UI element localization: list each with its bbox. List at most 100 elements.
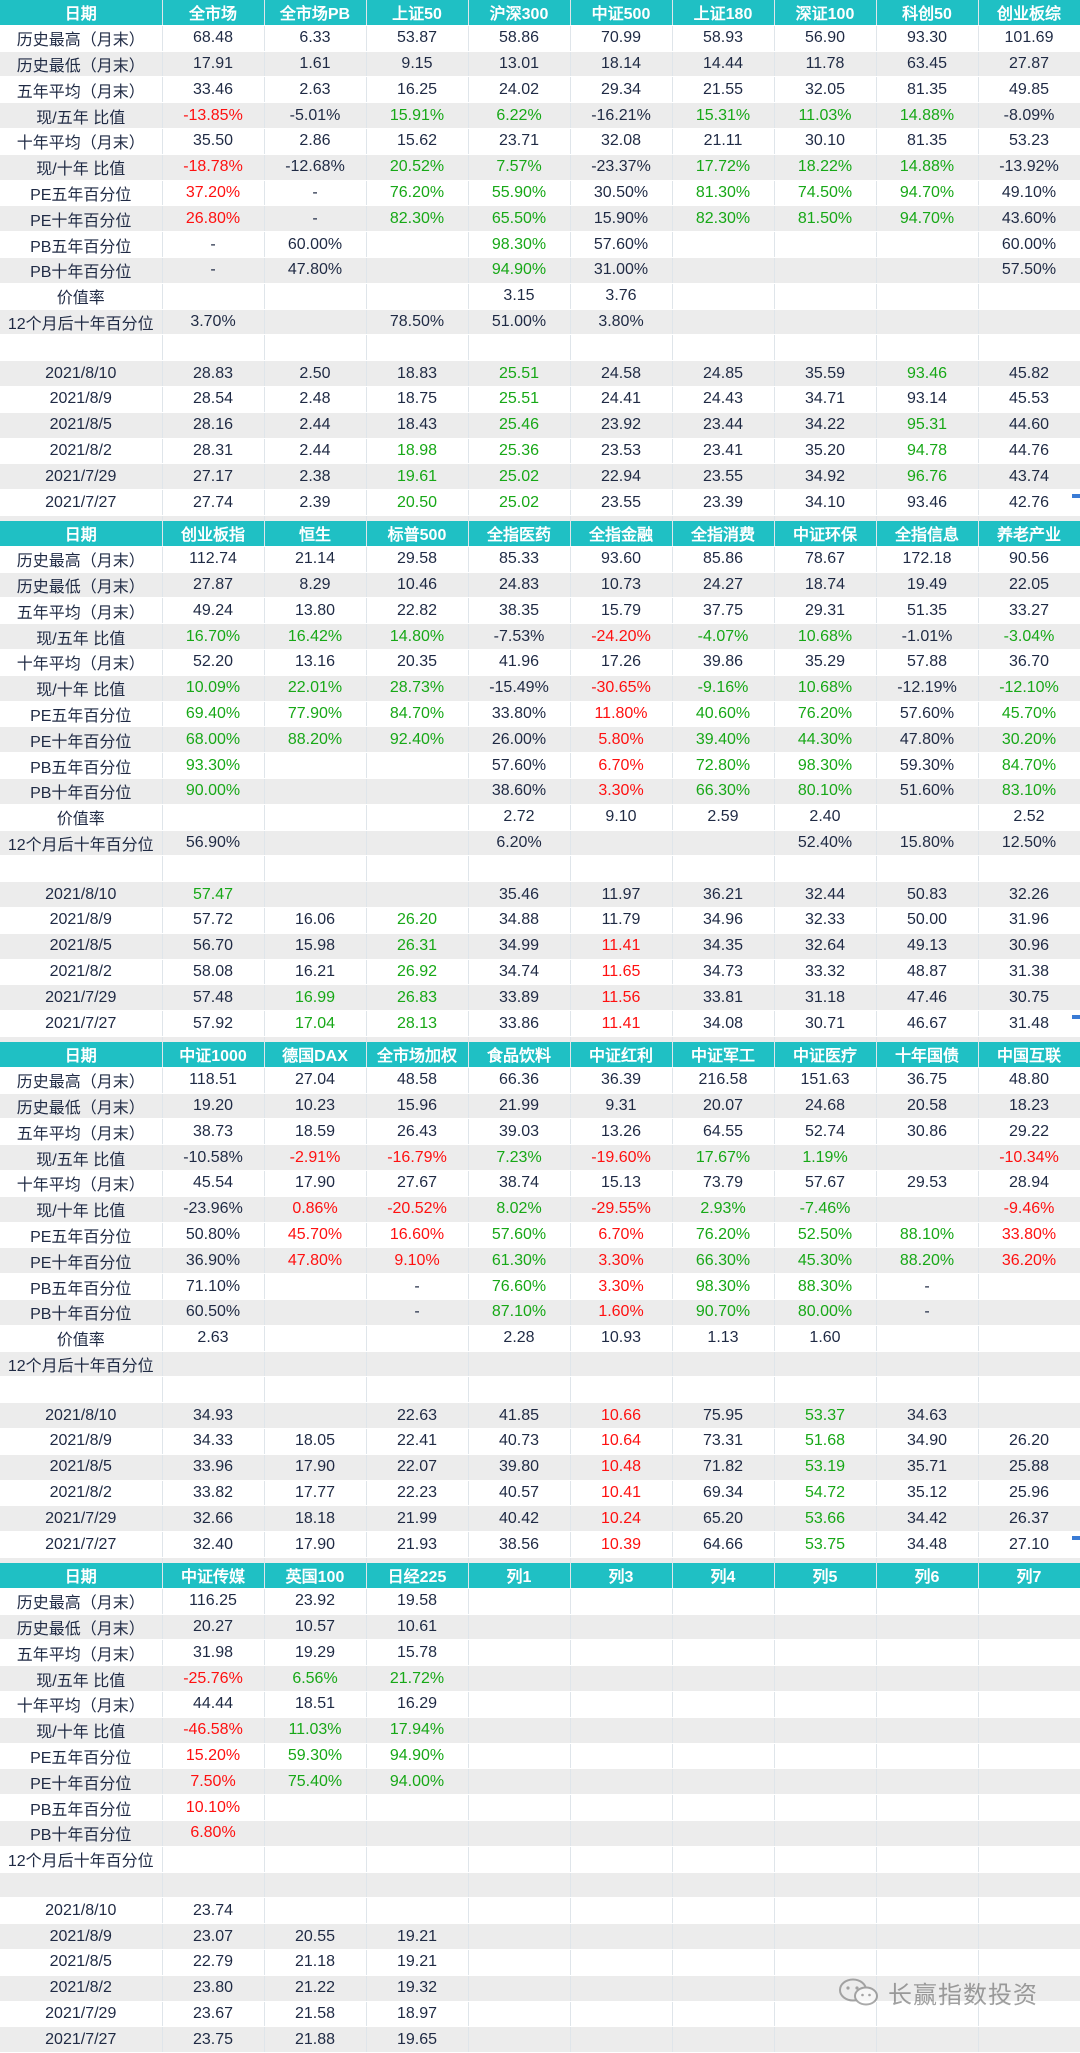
value-cell: 24.43 [672,386,775,413]
row-label-cell: PB十年百分位 [0,1820,163,1847]
value-cell: -20.52% [366,1196,469,1223]
value-cell: 81.35 [876,128,979,155]
value-cell [468,1768,571,1796]
value-cell [876,2001,979,2028]
value-cell [468,1639,571,1667]
value-cell: 75.40% [264,1768,367,1796]
value-cell: 34.63 [876,1402,979,1429]
value-cell: 21.99 [468,1093,571,1120]
value-cell [978,283,1080,310]
value-cell: 53.19 [774,1454,877,1481]
value-cell: 72.80% [672,752,775,779]
row-label-cell: PB五年百分位 [0,231,163,258]
value-cell: 44.76 [978,438,1080,465]
value-cell: 39.03 [468,1118,571,1146]
value-cell: 32.26 [978,881,1080,908]
value-cell: - [162,257,265,284]
value-cell: 9.10 [570,804,673,831]
value-cell [774,1743,877,1770]
value-cell: 10.64 [570,1428,673,1455]
value-cell [162,1872,265,1899]
value-cell: 85.86 [672,546,775,573]
value-cell: 23.44 [672,412,775,439]
value-cell: 27.74 [162,489,265,516]
value-cell: 38.35 [468,597,571,625]
value-cell: 82.30% [672,205,775,233]
value-cell [672,2026,775,2053]
value-cell: 64.66 [672,1531,775,1558]
table-row: 价值率 2.63 2.28 10.93 1.13 1.60 [0,1325,1080,1352]
value-cell [468,855,571,883]
value-cell: 32.44 [774,881,877,908]
value-cell [876,334,979,362]
header-cell: 创业板指 [162,521,265,547]
value-cell [774,231,877,258]
value-cell [876,1820,979,1847]
value-cell: 15.91% [366,102,469,129]
value-cell: 31.98 [162,1639,265,1667]
value-cell [876,1665,979,1692]
value-cell: 24.27 [672,572,775,599]
value-cell: 25.02 [468,463,571,491]
value-cell: 14.80% [366,623,469,650]
value-cell: 49.10% [978,180,1080,207]
table-block-3: 日期 中证1000 德国DAX 全市场加权 食品饮料 中证红利 中证军工 中证医疗 十年国债 中国… [0,1042,1080,1584]
row-label-cell: 2021/8/5 [0,1454,163,1481]
value-cell: 96.76 [876,463,979,491]
row-label-cell: 2021/8/9 [0,907,163,934]
value-cell [264,334,367,362]
value-cell: 49.24 [162,597,265,625]
value-cell: 22.01% [264,675,367,702]
value-cell [570,1717,673,1744]
table-row: PB十年百分位 60.50% -87.10% 1.60% 90.70% 80.00% - [0,1299,1080,1326]
value-cell [366,334,469,362]
value-cell: 18.43 [366,412,469,439]
value-cell: 57.50% [978,257,1080,284]
value-cell: 10.66 [570,1402,673,1429]
value-cell: 19.61 [366,463,469,491]
value-cell: 6.20% [468,830,571,857]
value-cell: 90.00% [162,778,265,805]
value-cell [570,1351,673,1378]
value-cell: 57.60% [468,1222,571,1249]
row-label-cell: 2021/8/10 [0,881,163,908]
value-cell: 15.96 [366,1093,469,1120]
value-cell: 34.10 [774,489,877,516]
value-cell [672,1949,775,1976]
value-cell: 15.20% [162,1743,265,1770]
row-label-cell: PE五年百分位 [0,180,163,207]
value-cell: 21.72% [366,1665,469,1692]
table-row: 现/十年 比值 -18.78% -12.68% 20.52% 7.57% -23.37% 1… [0,154,1080,181]
value-cell: 11.41 [570,1010,673,1037]
value-cell: 48.58 [366,1067,469,1094]
value-cell: 34.93 [162,1402,265,1429]
value-cell: 42.76 [978,489,1080,516]
value-cell: 18.83 [366,360,469,387]
value-cell: 18.14 [570,51,673,78]
value-cell: 29.22 [978,1118,1080,1146]
value-cell [876,1144,979,1171]
value-cell: 20.27 [162,1614,265,1641]
value-cell [672,1351,775,1378]
value-cell: -15.49% [468,675,571,702]
row-label-cell [0,334,163,362]
value-cell [468,1665,571,1692]
value-cell: 33.82 [162,1480,265,1507]
row-label-cell: 历史最高（月末） [0,1588,163,1615]
value-cell [264,830,367,857]
value-cell [876,231,979,258]
value-cell: 33.89 [468,984,571,1012]
value-cell: 18.51 [264,1691,367,1718]
value-cell: 52.74 [774,1118,877,1146]
header-cell: 创业板综 [978,0,1080,26]
value-cell: 28.13 [366,1010,469,1037]
value-cell: 11.41 [570,933,673,960]
table-row: 2021/8/5 33.96 17.90 22.07 39.80 10.48 71.82 53… [0,1454,1080,1481]
value-cell [570,2026,673,2053]
selection-corner-marker [1072,494,1080,498]
value-cell [978,1402,1080,1429]
header-cell: 全指信息 [876,521,979,547]
table-row: 12个月后十年百分位 [0,1846,1080,1873]
value-cell: 32.08 [570,128,673,155]
value-cell: 28.54 [162,386,265,413]
